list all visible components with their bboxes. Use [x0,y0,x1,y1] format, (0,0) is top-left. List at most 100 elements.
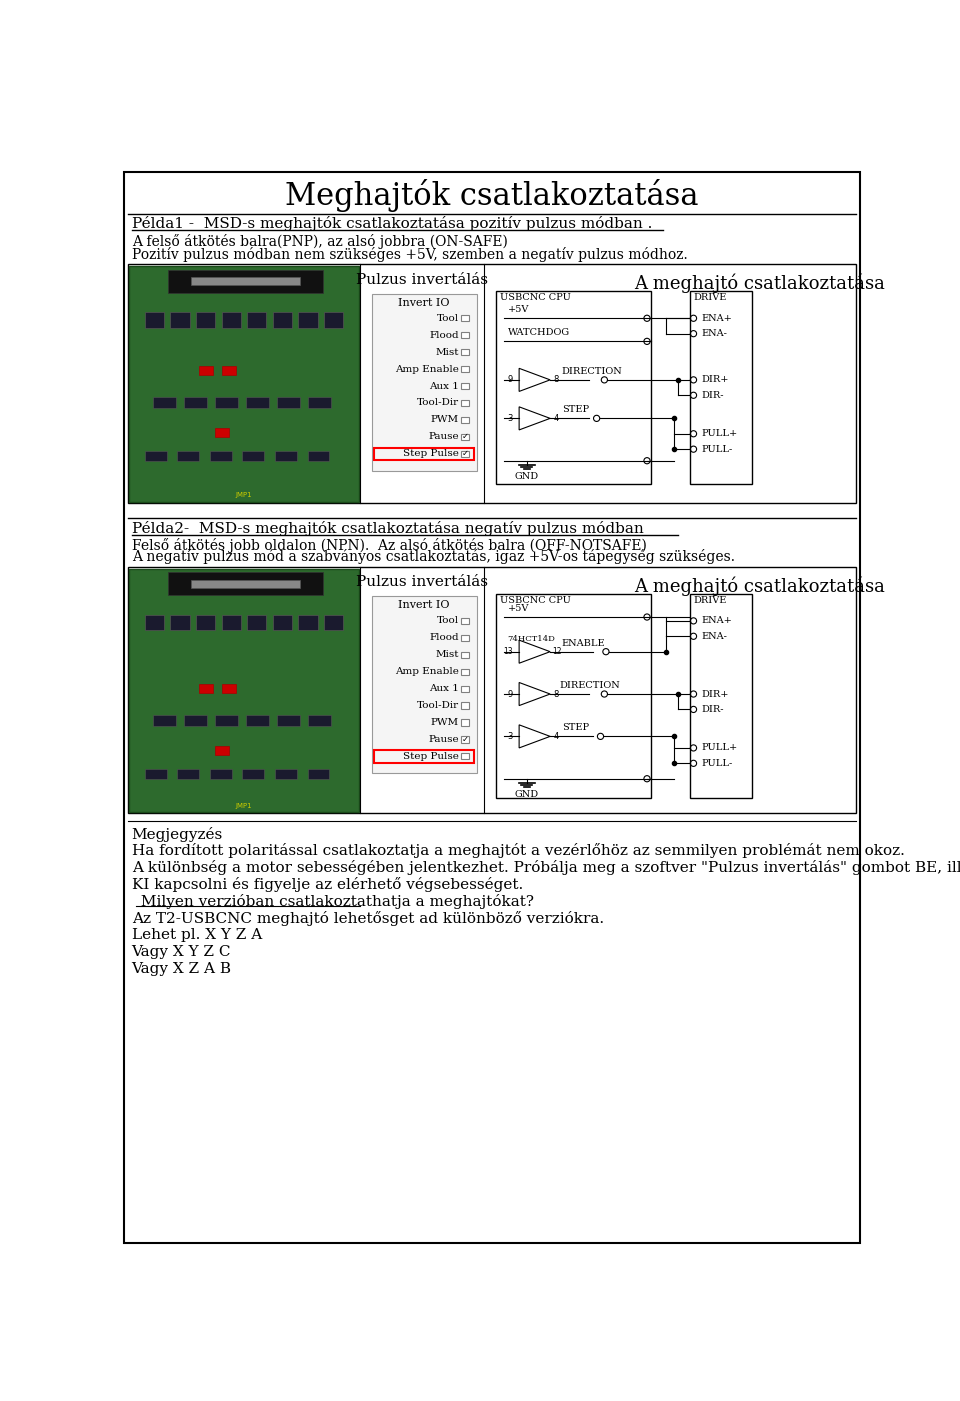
Bar [153,715,176,726]
Bar [689,291,752,483]
Text: PWM: PWM [430,719,459,727]
Bar [214,715,238,726]
Text: Step Pulse: Step Pulse [403,752,459,761]
Text: A negatív pulzus mód a szabványos csatlakoztatás, igaz +5V-os tápegység szüksége: A negatív pulzus mód a szabványos csatla… [132,549,734,565]
Text: Flood: Flood [429,633,459,642]
Bar [372,294,476,471]
Bar [461,702,468,709]
Bar [178,769,199,779]
Bar [689,594,752,799]
Text: A meghajtó csatlakoztatása: A meghajtó csatlakoztatása [634,273,885,293]
Text: Aux 1: Aux 1 [429,684,459,693]
Bar [461,668,468,675]
Text: Lehet pl. X Y Z A: Lehet pl. X Y Z A [132,927,262,941]
Bar [145,451,166,461]
Bar [496,291,651,483]
Text: 9: 9 [507,375,513,384]
Text: Az T2-USBCNC meghajtó lehetősget ad különböző verziókra.: Az T2-USBCNC meghajtó lehetősget ad külö… [132,911,604,926]
Polygon shape [519,682,550,706]
Bar [170,312,190,328]
Bar [496,594,651,799]
Text: Példa2-  MSD-s meghajtók csatlakoztatása negatív pulzus módban: Példa2- MSD-s meghajtók csatlakoztatása … [132,521,643,537]
Bar [178,451,199,461]
Text: Tool-Dir: Tool-Dir [417,398,459,408]
Text: Ha fordított polaritással csatlakoztatja a meghajtót a vezérlőhöz az semmilyen p: Ha fordított polaritással csatlakoztatja… [132,843,904,857]
Text: Milyen verzióban csatlakoztathatja a meghajtókat?: Milyen verzióban csatlakoztathatja a meg… [135,894,534,909]
Bar [210,451,231,461]
Bar [246,715,269,726]
Text: Tool-Dir: Tool-Dir [417,700,459,710]
Text: ENA+: ENA+ [701,616,732,625]
Bar [214,427,228,437]
Text: Invert IO: Invert IO [398,298,449,308]
Bar [196,312,215,328]
Text: Pause: Pause [428,433,459,441]
Bar [273,615,292,630]
Text: ✓: ✓ [462,736,468,744]
Text: Példa1 -  MSD-s meghajtók csatlakoztatása pozitív pulzus módban .: Példa1 - MSD-s meghajtók csatlakoztatása… [132,216,652,231]
Text: 13: 13 [503,647,513,656]
Text: WATCHDOG: WATCHDOG [508,328,569,338]
Bar [247,615,267,630]
Text: ENABLE: ENABLE [562,639,606,647]
Text: A felső átkötés balra(PNP), az alsó jobbra (ON-SAFE): A felső átkötés balra(PNP), az alsó jobb… [132,234,508,249]
Bar [214,745,228,755]
Text: ENA-: ENA- [701,632,727,640]
Text: 3: 3 [507,731,513,741]
Text: DIR-: DIR- [701,391,724,399]
Bar [461,366,468,373]
Text: Vagy X Z A B: Vagy X Z A B [132,962,231,976]
Bar [461,651,468,658]
Text: Pozitív pulzus módban nem szükséges +5V, szemben a negatív pulzus módhoz.: Pozitív pulzus módban nem szükséges +5V,… [132,247,687,262]
Bar [461,417,468,423]
Bar [461,399,468,406]
Text: Pulzus invertálás: Pulzus invertálás [356,273,489,287]
Bar [461,434,468,440]
Text: ENA+: ENA+ [701,314,732,322]
Bar [374,448,474,460]
Bar [461,451,468,457]
Text: PWM: PWM [430,416,459,425]
Text: GND: GND [515,790,539,799]
Bar [145,615,164,630]
Bar [461,332,468,338]
Bar [299,615,318,630]
Bar [247,312,267,328]
Bar [307,769,329,779]
Bar [168,270,324,293]
Bar [275,451,297,461]
Bar [461,685,468,692]
Bar [183,715,206,726]
Bar [461,720,468,726]
Text: Megjegyzés: Megjegyzés [132,828,223,842]
Bar [223,366,236,375]
Text: Invert IO: Invert IO [398,601,449,611]
Bar [128,265,856,503]
Bar [183,396,206,408]
Text: Aux 1: Aux 1 [429,381,459,391]
Bar [307,715,331,726]
Text: Amp Enable: Amp Enable [395,364,459,374]
Text: 74HCT14D: 74HCT14D [508,635,556,643]
Bar [243,769,264,779]
Bar [461,382,468,389]
Bar [168,573,324,595]
Bar [372,597,476,773]
Text: DRIVE: DRIVE [693,293,727,303]
Text: JMP1: JMP1 [236,803,252,808]
Text: Meghajtók csatlakoztatása: Meghajtók csatlakoztatása [285,178,699,212]
Bar [191,277,300,286]
Bar [461,737,468,743]
Polygon shape [519,724,550,748]
Text: A meghajtó csatlakoztatása: A meghajtó csatlakoztatása [634,576,885,595]
Text: PULL-: PULL- [701,759,732,768]
Bar [374,751,474,762]
Bar [214,396,238,408]
Bar [191,580,300,588]
Bar [273,312,292,328]
Bar [275,769,297,779]
Text: Tool: Tool [437,616,459,625]
Text: 9: 9 [507,689,513,699]
Text: STEP: STEP [562,405,588,415]
Text: Pulzus invertálás: Pulzus invertálás [356,576,489,590]
